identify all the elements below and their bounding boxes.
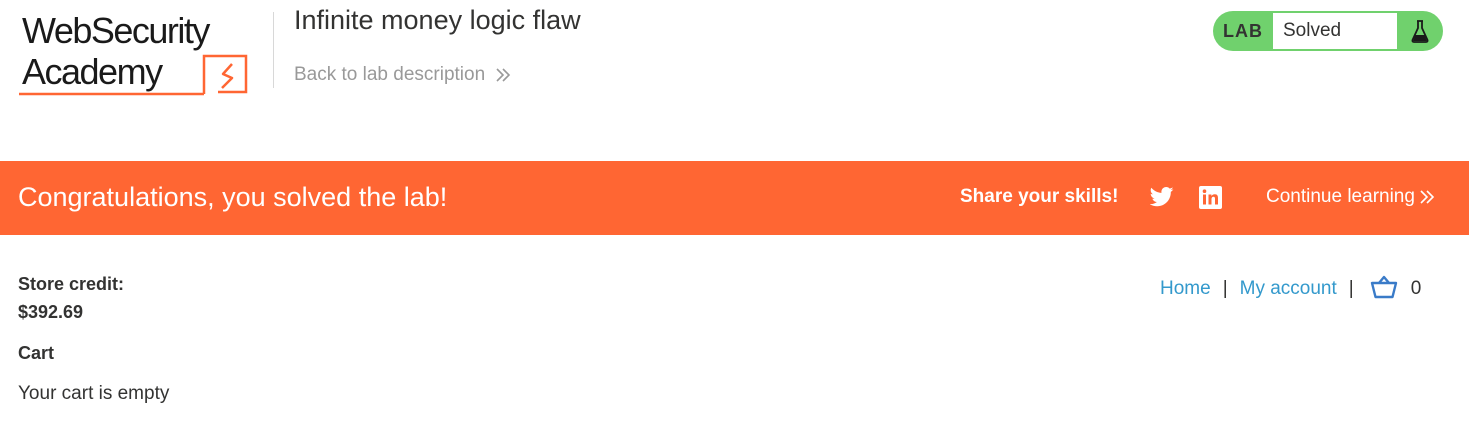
linkedin-icon[interactable] — [1199, 186, 1222, 214]
home-link[interactable]: Home — [1160, 278, 1211, 299]
lab-solved-banner: Congratulations, you solved the lab! Sha… — [0, 161, 1469, 235]
flask-icon — [1397, 19, 1443, 43]
lab-status-widget: LAB Solved — [1213, 11, 1443, 51]
lab-status-text: Solved — [1273, 12, 1397, 50]
lab-title: Infinite money logic flaw — [294, 5, 581, 35]
continue-learning-link[interactable]: Continue learning — [1266, 186, 1435, 209]
back-to-lab-description-link[interactable]: Back to lab description — [294, 64, 511, 87]
double-chevron-right-icon — [1420, 190, 1435, 204]
double-chevron-right-icon — [496, 68, 511, 82]
web-security-academy-logo[interactable]: WebSecurity Academy — [18, 10, 280, 100]
cart-heading: Cart — [18, 343, 55, 363]
back-link-label: Back to lab description — [294, 64, 486, 85]
congratulations-message: Congratulations, you solved the lab! — [18, 182, 448, 212]
lab-status-tag: LAB — [1223, 20, 1263, 41]
share-skills-label: Share your skills! — [960, 186, 1119, 207]
nav-separator: | — [1348, 278, 1354, 299]
cart-basket-icon[interactable] — [1370, 275, 1398, 306]
logo-line1: WebSecurity — [22, 10, 210, 51]
store-credit-label: Store credit: — [18, 274, 125, 294]
store-credit-value: $392.69 — [18, 302, 84, 322]
continue-learning-label: Continue learning — [1266, 186, 1415, 207]
logo-graphic: WebSecurity Academy — [19, 10, 248, 96]
twitter-icon[interactable] — [1149, 187, 1174, 212]
my-account-link[interactable]: My account — [1239, 278, 1337, 299]
cart-item-count: 0 — [1410, 278, 1422, 299]
account-nav: Home | My account | 0 — [1160, 273, 1421, 306]
cart-empty-message: Your cart is empty — [18, 383, 170, 404]
nav-separator: | — [1222, 278, 1228, 299]
logo-line2: Academy — [22, 51, 163, 92]
header-divider — [273, 12, 274, 88]
